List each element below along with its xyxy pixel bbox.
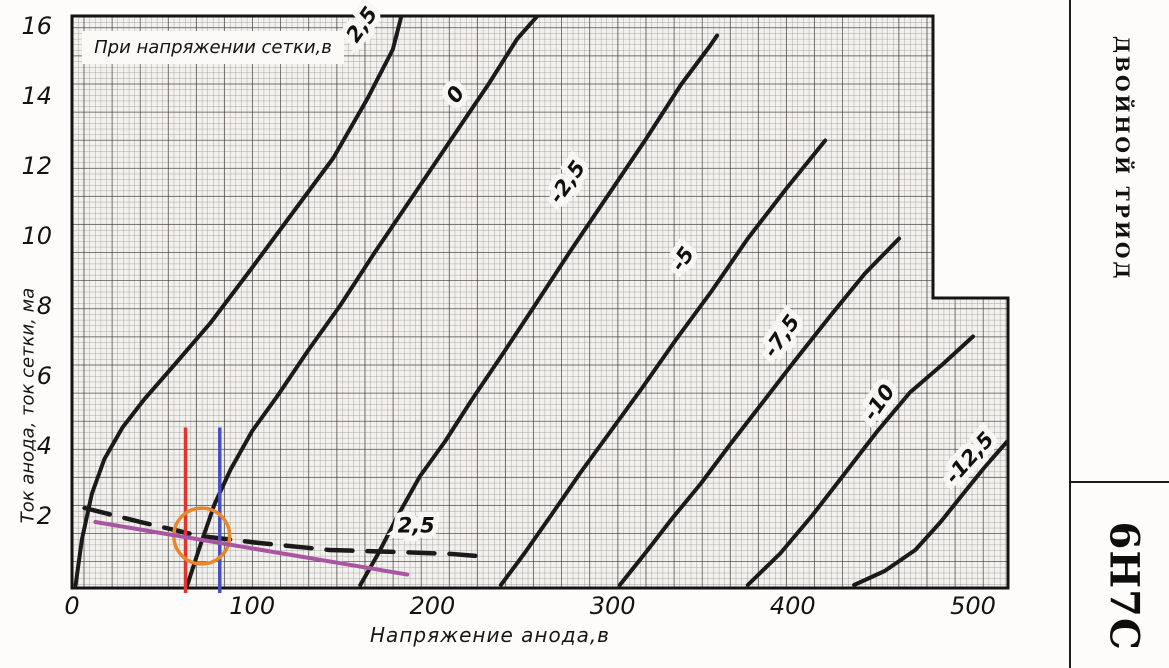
curve-ug-2_5 xyxy=(73,16,404,587)
sidebar-horizontal-rule xyxy=(1071,481,1169,483)
curve-ug--7_5 xyxy=(617,236,902,587)
grid-voltage-legend: При напряжении сетки,в xyxy=(84,33,342,62)
plot-grid xyxy=(70,14,1010,590)
axis-tick-labels: 0 100 200 300 400 500 2 4 6 8 10 12 14 16 xyxy=(21,12,995,620)
y-tick-14: 14 xyxy=(21,82,52,110)
curve-ug--5 xyxy=(498,138,828,587)
x-tick-100: 100 xyxy=(229,592,275,620)
curve-ug-2_5 xyxy=(82,505,493,560)
x-axis-title: Напряжение анода,в xyxy=(370,623,610,647)
x-tick-0: 0 xyxy=(64,592,79,620)
curve-ug--12_5 xyxy=(852,439,1008,587)
x-tick-400: 400 xyxy=(770,592,816,620)
anode-current-curves xyxy=(73,16,1008,587)
y-tick-10: 10 xyxy=(21,222,52,250)
curve-ug--2_5 xyxy=(358,33,720,587)
curve-ug-0 xyxy=(185,16,541,587)
sidebar-vertical-rule xyxy=(1069,0,1071,668)
curve-ug--10 xyxy=(745,334,975,587)
y-tick-12: 12 xyxy=(21,152,52,180)
y-tick-8: 8 xyxy=(37,292,52,320)
magenta-load-line xyxy=(93,520,410,577)
y-tick-2: 2 xyxy=(37,502,52,530)
y-tick-4: 4 xyxy=(37,432,52,460)
x-tick-200: 200 xyxy=(409,592,455,620)
curve-label-2_5: 2,5 xyxy=(398,514,435,538)
annotation-marks xyxy=(93,427,410,593)
tube-type-label: ДВОЙНОЙ ТРИОД xyxy=(1111,36,1133,282)
x-tick-300: 300 xyxy=(590,592,636,620)
y-tick-16: 16 xyxy=(21,12,52,40)
tube-name-label: 6Н7С xyxy=(1100,521,1148,651)
x-tick-500: 500 xyxy=(950,592,996,620)
y-axis-title: Ток анода, ток сетки, ма xyxy=(17,287,39,524)
y-tick-6: 6 xyxy=(37,362,52,390)
